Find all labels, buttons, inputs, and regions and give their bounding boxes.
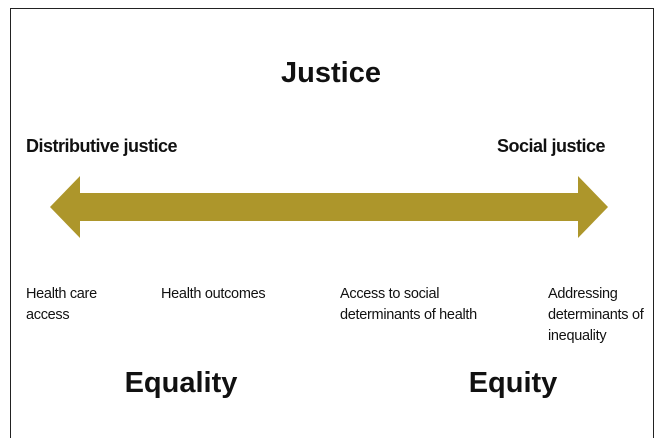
item-line: Access to social bbox=[340, 286, 439, 302]
item-line: determinants of health bbox=[340, 307, 477, 323]
right-label: Social justice bbox=[497, 136, 606, 156]
bottom-right-label: Equity bbox=[469, 367, 558, 399]
item-line: Addressing bbox=[548, 286, 618, 302]
item-line: Health outcomes bbox=[161, 286, 265, 302]
title: Justice bbox=[281, 57, 381, 89]
item-line: inequality bbox=[548, 328, 607, 344]
double-arrow bbox=[50, 176, 608, 238]
bottom-left-label: Equality bbox=[125, 367, 238, 399]
left-label: Distributive justice bbox=[26, 136, 178, 156]
item-label: Health care access bbox=[26, 286, 97, 323]
item-label: Health outcomes bbox=[161, 286, 265, 302]
items: Health care access Health outcomes Access t… bbox=[26, 286, 645, 344]
item-label: Access to social determinants of health bbox=[340, 286, 477, 323]
item-line: access bbox=[26, 307, 69, 323]
item-label: Addressing determinants of inequality bbox=[548, 286, 645, 344]
item-line: Health care bbox=[26, 286, 97, 302]
item-line: determinants of bbox=[548, 307, 645, 323]
frame bbox=[10, 8, 654, 438]
